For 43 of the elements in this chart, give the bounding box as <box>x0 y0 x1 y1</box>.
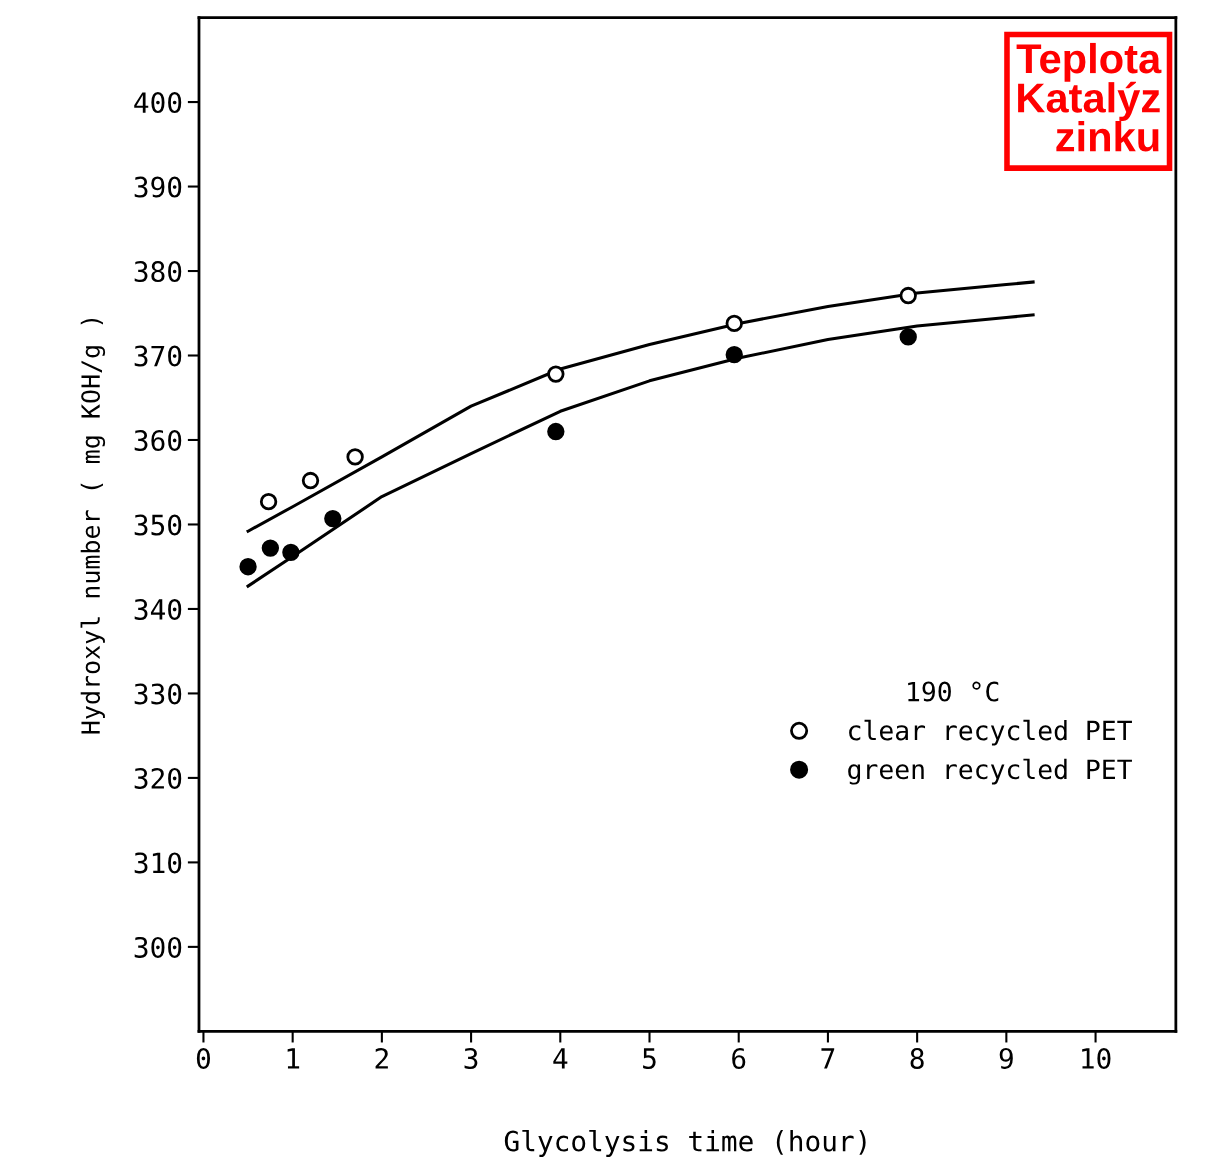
y-tick-label: 340 <box>134 598 182 620</box>
x-tick-label: 2 <box>375 1047 388 1069</box>
x-tick-label: 10 <box>1082 1047 1111 1069</box>
y-tick-label: 300 <box>134 936 182 958</box>
point <box>547 422 565 441</box>
x-tick-label: 6 <box>732 1047 746 1069</box>
x-tick-label: 3 <box>464 1047 478 1069</box>
point <box>725 314 743 333</box>
y-tick-label: 370 <box>134 345 182 367</box>
y-tick-label: 350 <box>134 514 182 536</box>
point <box>899 286 917 305</box>
point <box>346 448 364 466</box>
y-tick-label: 320 <box>134 767 182 789</box>
point <box>899 328 917 346</box>
x-tick-label: 4 <box>553 1048 568 1069</box>
y-tick-label: 330 <box>134 683 182 705</box>
point <box>301 471 320 490</box>
y-tick-label: 310 <box>134 852 182 874</box>
x-tick-label: 1 <box>287 1048 300 1069</box>
y-tick-label: 380 <box>134 261 182 283</box>
x-axis-title: Glycolysis time (hour) <box>504 1129 866 1157</box>
legend-label: green recycled PET <box>848 758 1132 785</box>
y-tick-label: 390 <box>134 176 182 198</box>
annotation: Teplota Katalýz zinku <box>1016 42 1162 152</box>
point <box>259 492 278 511</box>
line-series <box>246 313 1035 588</box>
point <box>282 543 300 562</box>
y-tick-label: 400 <box>134 92 182 114</box>
legend-label: clear recycled PET <box>849 719 1132 746</box>
y-tick-label: 360 <box>134 430 182 452</box>
point <box>324 509 342 528</box>
point <box>261 539 280 557</box>
x-tick-label: 9 <box>999 1047 1013 1069</box>
x-tick-label: 0 <box>196 1047 211 1069</box>
point <box>547 365 565 383</box>
x-tick-label: 5 <box>643 1048 656 1069</box>
x-tick-label: 8 <box>910 1047 924 1069</box>
legend-title: 190 °C <box>908 681 999 702</box>
point <box>725 345 743 364</box>
y-axis-title: Hydroxyl number ( mg KOH/g ) <box>80 318 106 734</box>
point <box>239 558 257 576</box>
x-tick-label: 7 <box>821 1048 835 1069</box>
line-series <box>246 280 1035 533</box>
